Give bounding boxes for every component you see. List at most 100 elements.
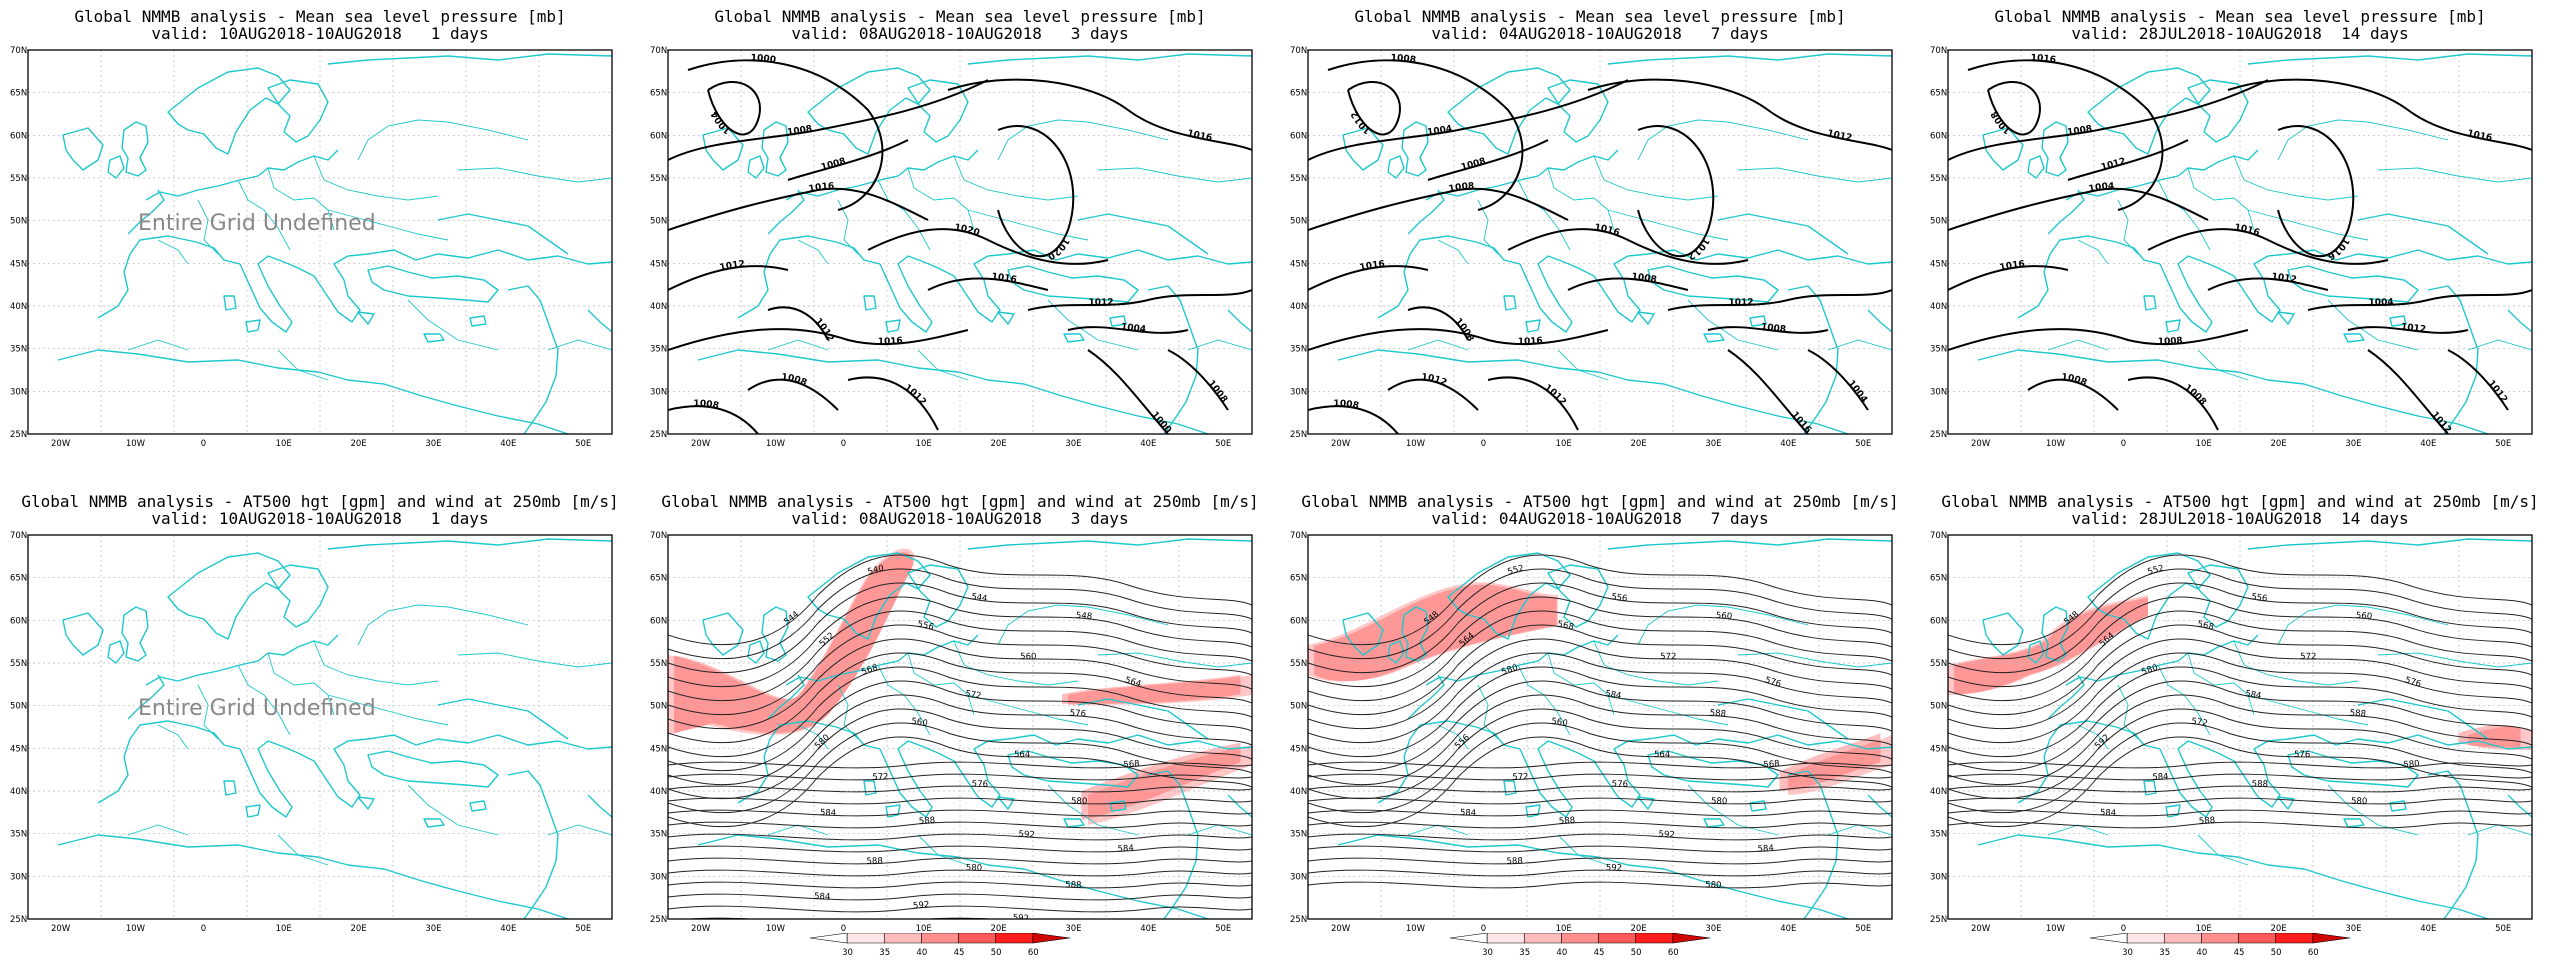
- isobar: [2447, 349, 2509, 411]
- colorbar-swatch: [1672, 933, 1711, 944]
- height-contour: [668, 610, 1252, 702]
- coastline: [239, 740, 299, 818]
- contour-label: 592: [913, 900, 930, 911]
- latitude-tick-label: 45N: [10, 259, 27, 269]
- country-border: [357, 119, 529, 161]
- contour-label: 580: [1071, 796, 1088, 806]
- latitude-tick-label: 25N: [1290, 430, 1307, 440]
- longitude-tick-label: 0: [2121, 924, 2126, 934]
- contour-label: 540: [866, 564, 884, 578]
- country-border: [157, 724, 189, 750]
- coastline: [245, 319, 261, 333]
- contour-label: 584: [1460, 808, 1477, 819]
- latitude-tick-label: 45N: [10, 744, 27, 754]
- isobar: [947, 78, 1252, 151]
- panel-title: Global NMMB analysis - Mean sea level pr…: [714, 7, 1206, 26]
- country-border: [2467, 339, 2532, 351]
- colorbar-swatch: [1635, 933, 1674, 944]
- country-border: [2197, 349, 2249, 381]
- isobar: [1308, 79, 1629, 161]
- contour-label: 580: [2403, 759, 2420, 770]
- height-contour: [668, 821, 1252, 829]
- coastline: [2253, 734, 2532, 750]
- latitude-tick-label: 60N: [10, 131, 27, 141]
- panel-title: Global NMMB analysis - Mean sea level pr…: [1354, 7, 1846, 26]
- colorbar-swatch: [2238, 933, 2277, 944]
- wind-speed-colorbar: 30 35 40 45 50 60: [1449, 933, 1711, 958]
- coastline: [1447, 67, 1571, 155]
- height-contour: [1948, 761, 2532, 769]
- coastline: [973, 734, 1252, 750]
- isobar: [997, 125, 1075, 258]
- contour-label: 556: [1610, 592, 1627, 604]
- contour-label: 1016: [2030, 53, 2056, 65]
- country-border: [313, 640, 439, 686]
- height-contour: [1308, 568, 1892, 660]
- country-border: [2117, 199, 2139, 255]
- panel-title: Global NMMB analysis - AT500 hgt [gpm] a…: [1941, 492, 2539, 511]
- coastline: [1503, 295, 1517, 311]
- coastline: [2143, 295, 2157, 311]
- contour-label: 572: [1512, 772, 1529, 783]
- isobar: [2367, 349, 2449, 434]
- longitude-tick-label: 10E: [276, 924, 292, 934]
- country-border: [1097, 652, 1252, 668]
- height-contour: [668, 694, 1252, 786]
- contour-label: 588: [2252, 779, 2269, 790]
- coastline: [907, 79, 969, 143]
- contour-label: 1012: [1826, 129, 1853, 144]
- height-contour: [1948, 666, 2532, 758]
- coastline: [1613, 249, 1892, 265]
- map-canvas: 1016100810041008101210161016101610161012…: [1930, 46, 2533, 449]
- contour-label: 584: [1757, 843, 1774, 854]
- country-border: [2327, 299, 2419, 351]
- coastline: [2277, 796, 2295, 810]
- country-border: [197, 684, 219, 740]
- coastline: [2357, 698, 2489, 740]
- panel-valid-period: valid: 10AUG2018-10AUG2018 1 days: [151, 509, 489, 528]
- contour-label: 580: [2140, 663, 2159, 678]
- contour-label: 1008: [787, 124, 813, 138]
- contour-label: 592: [1606, 863, 1623, 873]
- isobar: [2347, 326, 2469, 334]
- height-contour: [1948, 773, 2532, 781]
- map-frame: [667, 534, 1253, 920]
- coastline: [367, 750, 499, 788]
- coastline: [937, 748, 1001, 808]
- coastline: [469, 315, 487, 327]
- height-contour: [668, 722, 1252, 814]
- panel-title: Global NMMB analysis - AT500 hgt [gpm] a…: [1301, 492, 1899, 511]
- longitude-tick-label: 10E: [2196, 924, 2212, 934]
- contour-label: 1004: [1427, 124, 1453, 138]
- contour-label: 584: [820, 808, 837, 819]
- isobar: [1707, 326, 1829, 334]
- country-border: [157, 239, 189, 265]
- colorbar-label: 50: [1631, 948, 1642, 958]
- jet-core-shading: [2468, 726, 2532, 750]
- map-frame: [1947, 534, 2533, 920]
- contour-label: 556: [2250, 592, 2267, 604]
- coastline: [437, 213, 569, 255]
- latitude-tick-label: 30N: [10, 872, 27, 882]
- isobar: [1308, 187, 1569, 231]
- latitude-tick-label: 35N: [650, 345, 667, 355]
- height-contour: [668, 638, 1252, 730]
- height-contour: [668, 582, 1252, 674]
- latitude-tick-label: 65N: [1930, 89, 1947, 99]
- height-contour: [1308, 809, 1892, 817]
- longitude-tick-label: 10E: [276, 439, 292, 449]
- coastline: [1703, 333, 1725, 343]
- coastline: [357, 796, 375, 810]
- coastline: [1982, 612, 2024, 656]
- latitude-tick-label: 55N: [650, 659, 667, 669]
- coastline: [697, 834, 1209, 919]
- coastline: [1577, 263, 1641, 323]
- isobar: [1727, 349, 1809, 434]
- coastline: [2041, 606, 2069, 662]
- isobar: [1308, 405, 1399, 434]
- coastline: [367, 265, 499, 303]
- longitude-tick-label: 10W: [2046, 439, 2066, 449]
- contour-label: 584: [2244, 689, 2262, 702]
- country-border: [907, 652, 975, 716]
- contour-label: 1008: [1390, 53, 1416, 65]
